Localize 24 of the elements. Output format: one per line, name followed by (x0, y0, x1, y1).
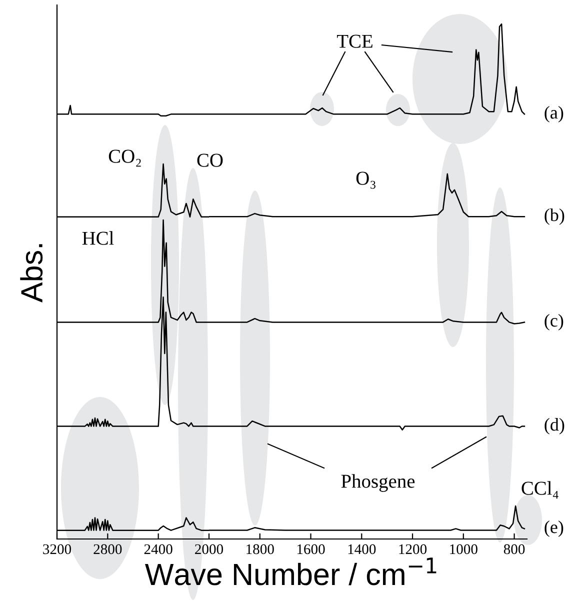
x-tick-label: 1800 (246, 544, 274, 554)
annotation: CO (197, 154, 223, 167)
annotation: TCE (336, 34, 372, 48)
annotation: CCl₄ (522, 481, 558, 499)
annotation: O₃ (356, 172, 376, 189)
x-tick-label: 1600 (297, 544, 325, 554)
annotation: HCl (82, 231, 114, 245)
series-label: (e) (544, 520, 564, 537)
series-label: (a) (544, 106, 564, 122)
x-tick-label: 2800 (94, 544, 122, 554)
x-tick-label: 1200 (399, 544, 427, 554)
annotation: Phosgene (341, 474, 415, 492)
x-tick-label: 3200 (43, 544, 72, 554)
x-tick-label: 2000 (195, 544, 224, 554)
annotation: CO₂ (108, 150, 141, 167)
series-label: (d) (544, 418, 564, 434)
series-label: (c) (544, 314, 564, 330)
y-axis-title: Abs. (20, 244, 43, 303)
x-tick-label: 1000 (450, 544, 478, 554)
x-tick-label: 1400 (348, 544, 376, 554)
x-axis-title: Wave Number / cm$^{−1}$ (145, 558, 436, 586)
series-label: (b) (544, 208, 564, 225)
x-tick-label: 800 (504, 544, 525, 554)
x-tick-label: 2400 (144, 544, 172, 554)
